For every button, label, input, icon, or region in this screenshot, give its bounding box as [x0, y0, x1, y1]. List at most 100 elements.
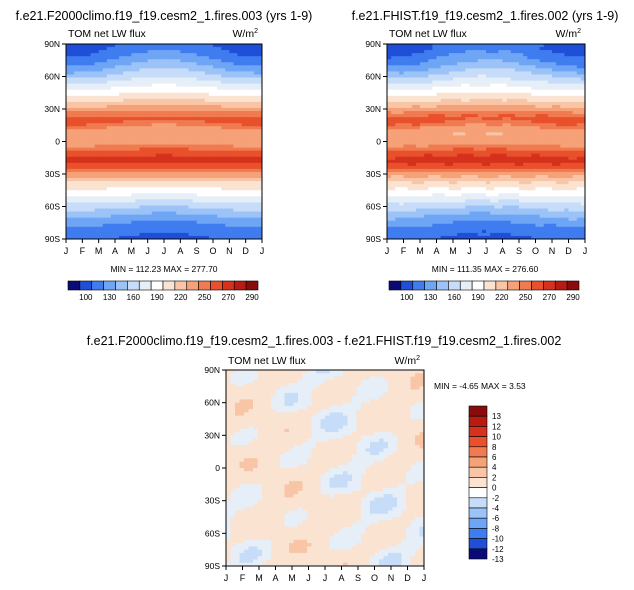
field-cell: [411, 68, 417, 73]
field-cell: [233, 92, 239, 97]
field-cell: [257, 74, 262, 79]
field-cell: [399, 120, 405, 124]
field-cell: [490, 123, 495, 127]
field-cell: [395, 71, 400, 76]
field-cell: [237, 59, 243, 63]
field-cell: [147, 190, 153, 194]
field-cell: [502, 111, 508, 115]
field-cell: [552, 107, 557, 112]
field-cell: [123, 217, 128, 222]
field-cell: [494, 95, 499, 100]
field-cell: [469, 83, 475, 88]
field-cell: [457, 129, 462, 133]
field-cell: [440, 156, 446, 161]
field-cell: [143, 208, 149, 213]
field-cell: [82, 193, 88, 197]
field-cell: [411, 156, 417, 161]
field-cell: [411, 107, 417, 112]
field-cell: [123, 47, 128, 51]
field-cell: [164, 181, 169, 185]
field-cell: [123, 120, 128, 124]
field-cell: [147, 123, 153, 127]
field-cell: [110, 202, 116, 207]
field-cell: [535, 132, 541, 137]
field-cell: [564, 150, 570, 155]
field-cell: [143, 53, 149, 57]
field-cell: [514, 86, 520, 91]
field-cell: [204, 92, 210, 97]
field-cell: [82, 86, 88, 91]
field-cell: [490, 141, 495, 146]
field-cell: [399, 65, 405, 69]
field-cell: [74, 193, 79, 197]
field-cell: [453, 101, 458, 106]
field-cell: [453, 56, 458, 60]
field-cell: [420, 98, 425, 103]
field-cell: [200, 56, 206, 60]
field-cell: [110, 114, 116, 118]
field-cell: [245, 220, 251, 225]
field-cell: [411, 71, 417, 76]
field-cell: [74, 65, 79, 69]
field-cell: [196, 47, 202, 51]
field-cell: [98, 226, 104, 231]
field-cell: [102, 153, 108, 158]
field-cell: [168, 205, 173, 210]
field-cell: [102, 68, 108, 73]
field-cell: [424, 59, 429, 63]
field-cell: [213, 184, 218, 188]
field-cell: [147, 65, 153, 69]
field-cell: [519, 89, 524, 94]
field-cell: [490, 62, 495, 66]
field-cell: [217, 159, 222, 164]
field-cell: [155, 65, 161, 69]
field-cell: [490, 95, 495, 100]
field-cell: [94, 71, 100, 76]
field-cell: [168, 156, 173, 161]
field-cell: [147, 62, 153, 66]
field-cell: [213, 101, 218, 106]
field-cell: [576, 107, 582, 112]
field-cell: [407, 80, 413, 85]
field-cell: [159, 107, 165, 112]
field-cell: [106, 208, 112, 213]
field-cell: [139, 223, 145, 228]
field-cell: [151, 123, 157, 127]
field-cell: [568, 86, 574, 91]
field-cell: [164, 196, 169, 200]
field-cell: [391, 71, 396, 76]
field-cell: [415, 95, 421, 100]
field-cell: [506, 74, 512, 79]
field-cell: [123, 184, 128, 188]
field-cell: [172, 65, 177, 69]
field-cell: [473, 147, 479, 152]
field-cell: [184, 89, 190, 94]
field-cell: [131, 217, 137, 222]
field-cell: [469, 95, 475, 100]
field-cell: [94, 171, 100, 176]
field-cell: [407, 159, 413, 164]
field-cell: [204, 211, 210, 216]
field-cell: [196, 138, 202, 143]
field-cell: [115, 65, 120, 69]
field-cell: [86, 147, 92, 152]
field-cell: [196, 114, 202, 118]
field-cell: [237, 104, 243, 109]
field-cell: [552, 120, 557, 124]
field-cell: [147, 205, 153, 210]
field-cell: [249, 144, 255, 149]
field-cell: [221, 232, 226, 237]
field-cell: [123, 220, 128, 225]
field-cell: [523, 47, 528, 51]
field-cell: [395, 132, 400, 137]
field-cell: [184, 165, 190, 170]
field-cell: [131, 135, 137, 140]
field-cell: [188, 95, 194, 100]
field-cell: [123, 111, 128, 115]
field-cell: [580, 141, 585, 146]
field-cell: [494, 138, 499, 143]
field-cell: [184, 47, 190, 51]
field-cell: [428, 50, 433, 54]
field-cell: [535, 156, 541, 161]
field-cell: [403, 104, 409, 109]
